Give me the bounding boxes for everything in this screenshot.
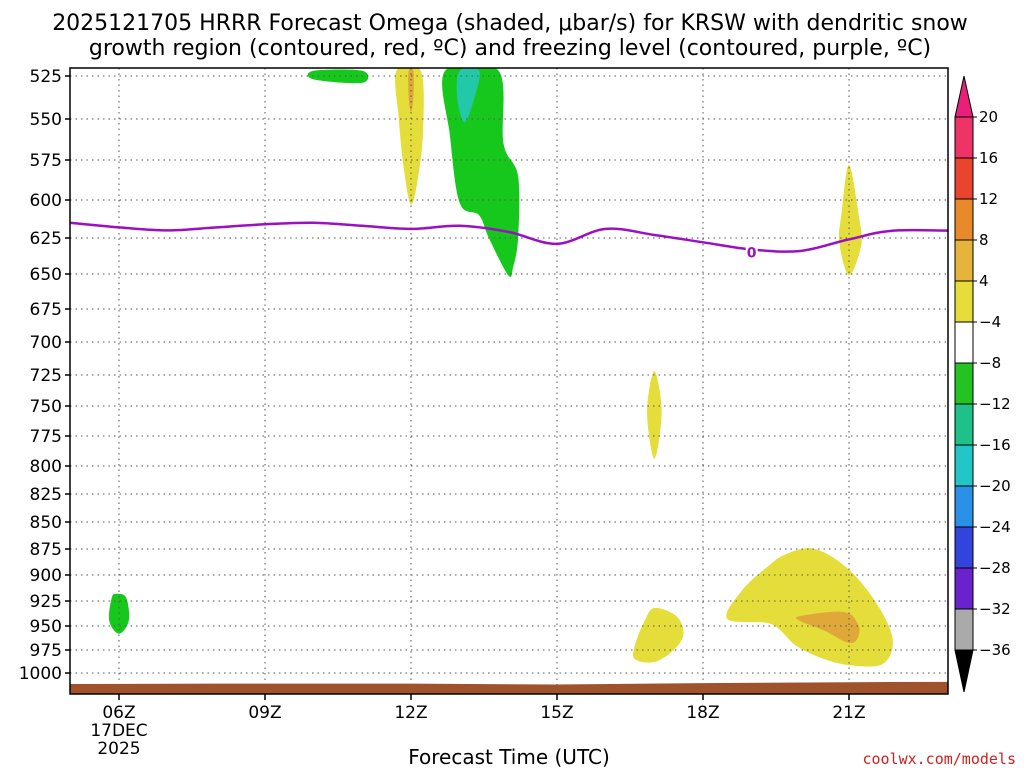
omega-region-yellow-20z-large (726, 548, 893, 667)
plot-frame (69, 67, 949, 695)
freezing-level-label: 0 (747, 245, 757, 261)
colorbar-label-10: −24 (979, 518, 1011, 536)
colorbar-segment-7 (954, 403, 974, 446)
omega-region-teal-13z (456, 68, 480, 123)
freezing-level-layer: 0 (70, 221, 948, 262)
freezing-level-label-bg (745, 243, 758, 262)
colorbar-label-9: −20 (979, 477, 1011, 495)
colorbar-label-12: −32 (979, 600, 1011, 618)
freezing-level-line (70, 221, 948, 253)
colorbar-segment-9 (954, 485, 974, 528)
colorbar-top-arrow (954, 75, 974, 118)
omega-region-green-13z (442, 68, 520, 277)
colorbar-segment-0 (954, 116, 974, 159)
grid-layer (70, 68, 948, 694)
y-tick-label-850: 850 (30, 513, 62, 533)
colorbar-label-3: 8 (979, 231, 989, 249)
chart-title-line-2: growth region (contoured, red, ºC) and f… (89, 36, 931, 61)
y-tick-label-925: 925 (30, 592, 62, 612)
colorbar-segment-3 (954, 239, 974, 282)
y-tick-label-600: 600 (30, 191, 62, 211)
colorbar-label-13: −36 (979, 641, 1011, 659)
colorbar-label-0: 20 (979, 108, 998, 126)
colorbar-label-4: 4 (979, 272, 989, 290)
terrain-layer (70, 681, 948, 694)
colorbar-segment-2 (954, 198, 974, 241)
colorbar-segment-11 (954, 567, 974, 610)
colorbar-label-5: −4 (979, 313, 1001, 331)
x-tick-year-label: 2025 (97, 739, 140, 759)
credit-text: coolwx.com/models (862, 750, 1016, 768)
colorbar-segment-1 (954, 157, 974, 200)
colorbar-segment-8 (954, 444, 974, 487)
y-tick-label-900: 900 (30, 566, 62, 586)
omega-region-green-top-left (307, 69, 369, 84)
x-tick-label-06Z: 06Z (102, 703, 135, 723)
omega-region-yellow-17z-mid (647, 371, 662, 459)
omega-region-yellow-17z-low (632, 607, 684, 663)
colorbar-bottom-arrow (954, 649, 974, 693)
y-tick-label-625: 625 (30, 229, 62, 249)
omega-fill-layer (108, 68, 893, 667)
colorbar-label-1: 16 (979, 149, 998, 167)
colorbar-label-11: −28 (979, 559, 1011, 577)
colorbar-label-8: −16 (979, 436, 1011, 454)
y-tick-label-725: 725 (30, 366, 62, 386)
y-tick-label-800: 800 (30, 457, 62, 477)
colorbar-label-2: 12 (979, 190, 998, 208)
terrain-fill (70, 681, 948, 694)
y-tick-label-700: 700 (30, 333, 62, 353)
colorbar: 20 16 12 8 4 −4 −8 −12 −16 −20 −24 −28 −32 −36 (954, 75, 1011, 693)
colorbar-segment-5 (954, 321, 974, 364)
y-tick-label-825: 825 (30, 485, 62, 505)
y-tick-label-525: 525 (30, 67, 62, 87)
x-tick-date-label: 17DEC (90, 721, 147, 741)
x-tick-label-21Z: 21Z (832, 703, 865, 723)
y-tick-label-575: 575 (30, 151, 62, 171)
x-axis-title: Forecast Time (UTC) (408, 745, 610, 768)
x-tick-label-18Z: 18Z (686, 703, 719, 723)
colorbar-segment-10 (954, 526, 974, 569)
y-tick-label-775: 775 (30, 427, 62, 447)
colorbar-label-6: −8 (979, 354, 1001, 372)
y-tick-label-675: 675 (30, 300, 62, 320)
colorbar-segment-last (954, 608, 974, 651)
y-tick-label-975: 975 (30, 641, 62, 661)
colorbar-segment-6 (954, 362, 974, 405)
y-tick-label-750: 750 (30, 397, 62, 417)
y-tick-label-1000: 1000 (19, 664, 62, 684)
y-tick-label-550: 550 (30, 110, 62, 130)
x-tick-label-12Z: 12Z (394, 703, 427, 723)
y-tick-label-650: 650 (30, 265, 62, 285)
omega-region-yellow-12z (395, 68, 424, 205)
chart-title-line-1: 2025121705 HRRR Forecast Omega (shaded, … (52, 11, 968, 36)
y-axis: 525 550 575 600 625 650 675 700 725 750 775 800 825 8… (19, 67, 70, 684)
omega-region-yellow-21z-upper (838, 164, 862, 276)
x-tick-label-15Z: 15Z (540, 703, 573, 723)
x-tick-label-09Z: 09Z (248, 703, 281, 723)
colorbar-segment-4 (954, 280, 974, 323)
colorbar-label-7: −12 (979, 395, 1011, 413)
y-tick-label-875: 875 (30, 540, 62, 560)
omega-region-orange-20z (795, 611, 860, 644)
y-tick-label-950: 950 (30, 617, 62, 637)
